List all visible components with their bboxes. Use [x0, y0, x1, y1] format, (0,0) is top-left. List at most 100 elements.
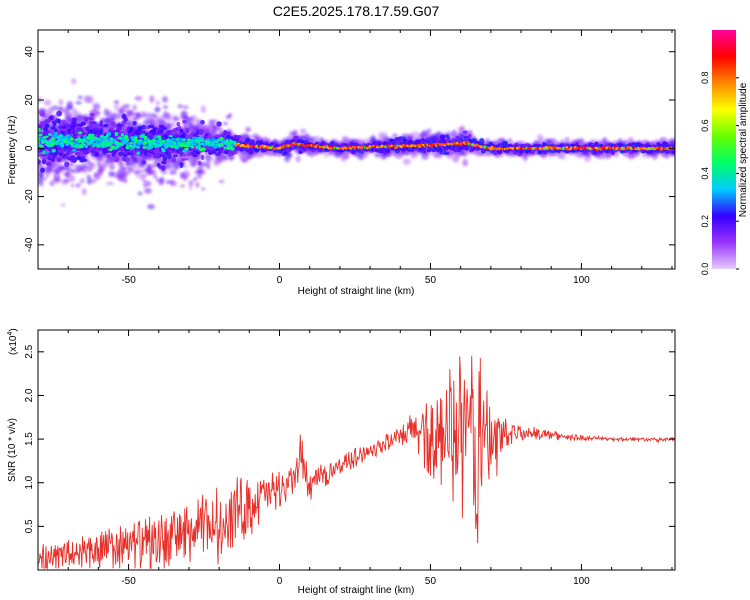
spectrogram-cell: [327, 147, 331, 150]
spectrogram-cell: [127, 166, 135, 173]
spectrogram-cell: [117, 126, 122, 131]
spectrogram-cell: [61, 119, 66, 124]
spectrogram-cell: [402, 158, 411, 165]
spectrogram-cell: [147, 204, 155, 210]
spectrogram-cell: [89, 112, 96, 117]
spectrogram-cell: [158, 180, 164, 186]
spectrogram-cell: [60, 143, 65, 148]
spectrogram-cell: [218, 180, 225, 183]
spectrogram-cell: [77, 95, 84, 100]
spectrogram-cell: [162, 161, 167, 165]
spectrogram-cell: [48, 168, 53, 174]
spectrogram-cell: [147, 153, 153, 158]
spectrogram-cells: [38, 78, 675, 210]
spectrogram-cell: [394, 146, 397, 150]
spectrogram-cell: [56, 118, 62, 125]
spectrogram-cell: [223, 155, 229, 160]
spectrogram-cell: [107, 110, 113, 118]
spectrogram-cell: [71, 169, 77, 174]
spectrogram-cell: [96, 156, 101, 160]
spectrogram-cell: [385, 144, 389, 147]
spectrogram-cell: [88, 124, 93, 130]
spectrogram-cell: [576, 138, 585, 144]
spectrogram-cell: [219, 136, 224, 141]
spectrogram-cell: [426, 128, 432, 134]
spectrogram-cell: [90, 121, 97, 125]
spectrogram-cell: [67, 113, 73, 117]
spectrogram-cell: [198, 129, 204, 136]
spectrogram-cell: [44, 150, 49, 154]
spectrogram-cell: [559, 153, 567, 160]
spectrogram-cell: [111, 152, 116, 158]
spectrogram-cell: [174, 145, 180, 150]
spectrogram-cell: [86, 178, 93, 185]
spectrogram-cell: [87, 164, 93, 172]
spectrogram-cell: [103, 123, 109, 128]
spectrogram-cell: [38, 183, 44, 187]
spectrogram-cell: [343, 152, 351, 160]
spectrogram-cell: [38, 177, 44, 185]
spectrogram-cell: [75, 183, 81, 188]
spectrogram-cell: [106, 181, 115, 186]
spectrogram-cell: [106, 143, 112, 147]
spectrogram-cell: [142, 173, 148, 177]
spectrogram-cell: [46, 107, 54, 116]
spectrogram-cell: [219, 147, 225, 151]
spectrogram-cell: [165, 113, 172, 121]
spectrogram-cell: [146, 164, 155, 169]
spectrogram-cell: [136, 113, 140, 117]
spectrogram-cell: [63, 139, 68, 144]
spectrogram-cell: [118, 160, 124, 167]
spectrogram-cell: [217, 126, 223, 133]
spectrogram-cell: [146, 181, 152, 186]
spectrogram-cell: [123, 179, 128, 184]
spectrogram-cell: [172, 154, 179, 158]
spectrogram-cell: [119, 165, 126, 170]
spectrogram-cell: [40, 167, 45, 173]
spectrogram-cell: [168, 129, 174, 134]
spectrogram-cell: [94, 111, 100, 115]
spectrogram-cell: [400, 145, 403, 149]
spectrogram-cell: [42, 177, 48, 181]
spectrogram-cell: [103, 144, 108, 148]
spectrogram-cell: [292, 129, 298, 136]
spectrogram-cell: [114, 131, 119, 137]
spectrogram-cell: [142, 179, 148, 183]
spectrogram-cell: [121, 120, 127, 125]
spectrogram-cell: [181, 153, 187, 157]
spectrogram-cell: [441, 139, 447, 144]
spectrogram-cell: [149, 95, 155, 103]
spectrogram-cell: [114, 156, 119, 162]
spectrogram-cell: [87, 95, 94, 104]
spectrogram-cell: [120, 152, 125, 156]
spectrogram-cell: [171, 156, 177, 163]
spectrogram-cell: [211, 119, 219, 124]
spectrogram-cell: [124, 156, 130, 163]
spectrogram-cell: [153, 114, 159, 120]
spectrogram-cell: [235, 135, 242, 138]
spectrogram-cell: [151, 169, 157, 176]
spectrogram-cell: [70, 184, 75, 187]
spectrogram-cell: [84, 116, 89, 122]
spectrogram-cell: [123, 153, 128, 158]
spectrogram-cell: [190, 145, 195, 149]
spectrogram-cell: [148, 124, 155, 129]
spectrogram-cell: [94, 136, 98, 140]
spectrogram-cell: [181, 149, 187, 153]
spectrogram-cell: [143, 118, 151, 127]
spectrogram-cell: [188, 179, 194, 187]
spectrogram-cell: [225, 131, 231, 135]
spectrogram-cell: [81, 143, 87, 146]
spectrogram-cell: [159, 154, 164, 157]
spectrogram-cell: [84, 145, 89, 148]
spectrogram-cell: [75, 101, 82, 105]
spectrogram-cell: [154, 106, 161, 113]
spectrogram-cell: [178, 125, 182, 130]
spectrogram-cell: [182, 170, 190, 179]
spectrogram-cell: [350, 148, 357, 155]
spectrogram-cell: [200, 187, 206, 191]
spectrogram-cell: [411, 151, 420, 157]
spectrogram-cell: [233, 149, 238, 155]
